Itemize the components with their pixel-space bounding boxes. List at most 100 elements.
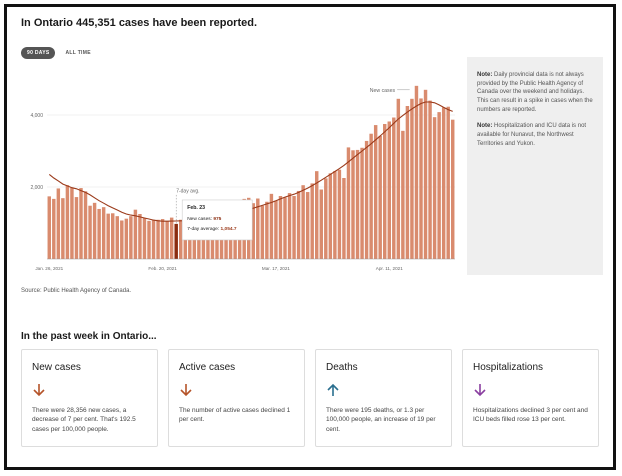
summary-cards: New cases There were 28,356 new cases, a… bbox=[21, 349, 599, 447]
bar bbox=[292, 196, 296, 259]
bar bbox=[83, 191, 88, 259]
tooltip-date: Feb. 23 bbox=[187, 205, 205, 211]
card-hospitalizations: Hospitalizations Hospitalizations declin… bbox=[462, 349, 599, 447]
bar bbox=[378, 135, 382, 259]
down-arrow-icon bbox=[180, 384, 192, 397]
bar bbox=[251, 203, 255, 259]
tab-90-days[interactable]: 90 DAYS bbox=[21, 47, 56, 59]
bar bbox=[133, 209, 138, 259]
week-summary-title: In the past week in Ontario... bbox=[21, 331, 157, 342]
bar bbox=[437, 112, 441, 259]
bar bbox=[333, 171, 337, 259]
bar bbox=[355, 149, 360, 259]
y-tick-label: 2,000 bbox=[30, 185, 43, 191]
new-cases-annotation: New cases bbox=[370, 88, 396, 94]
card-title: Deaths bbox=[326, 362, 358, 373]
bar bbox=[392, 117, 396, 259]
up-arrow-icon bbox=[327, 383, 339, 396]
bar bbox=[287, 193, 292, 259]
down-arrow-icon bbox=[33, 384, 45, 397]
bar bbox=[115, 216, 119, 259]
card-text: The number of active cases declined 1 pe… bbox=[179, 407, 291, 424]
bar bbox=[79, 188, 83, 259]
highlighted-bar bbox=[174, 223, 178, 259]
bar bbox=[364, 140, 369, 259]
bar bbox=[432, 117, 437, 259]
bar bbox=[296, 190, 301, 259]
bar bbox=[423, 89, 428, 259]
bar bbox=[369, 133, 373, 259]
bar bbox=[256, 198, 260, 259]
tab-all-time[interactable]: ALL TIME bbox=[65, 50, 91, 56]
bar bbox=[383, 124, 387, 259]
bar bbox=[301, 185, 305, 259]
bar bbox=[441, 107, 446, 259]
bar bbox=[405, 106, 410, 259]
bar bbox=[179, 219, 183, 259]
bar bbox=[74, 197, 79, 259]
bar bbox=[88, 205, 92, 259]
card-text: There were 195 deaths, or 1.3 per 100,00… bbox=[326, 407, 436, 433]
bar bbox=[124, 218, 129, 259]
bar bbox=[61, 198, 65, 259]
bar bbox=[201, 223, 206, 259]
bar bbox=[274, 200, 278, 259]
time-range-tabs: 90 DAYS ALL TIME bbox=[21, 47, 97, 59]
bar bbox=[120, 220, 124, 259]
bar bbox=[269, 193, 274, 259]
x-tick-label: Jan. 26, 2021 bbox=[35, 266, 63, 271]
bar bbox=[278, 196, 283, 259]
card-deaths: Deaths There were 195 deaths, or 1.3 per… bbox=[315, 349, 452, 447]
y-tick-label: 4,000 bbox=[30, 113, 43, 119]
note-2-label: Note: bbox=[477, 123, 493, 130]
avg-annotation: 7-day avg. bbox=[176, 188, 199, 194]
tooltip-new-cases: New cases: 975 bbox=[187, 216, 221, 222]
tooltip-average-label: 7-day average: bbox=[187, 226, 220, 232]
card-new-cases: New cases There were 28,356 new cases, a… bbox=[21, 349, 158, 447]
bar bbox=[160, 219, 165, 259]
bar bbox=[396, 98, 401, 259]
bar bbox=[401, 130, 405, 259]
bar bbox=[101, 207, 106, 259]
source-note: Source: Public Health Agency of Canada. bbox=[21, 288, 132, 294]
tooltip-average-value: 1,054.7 bbox=[221, 226, 237, 232]
bar bbox=[47, 196, 51, 259]
bar bbox=[70, 187, 74, 259]
bar bbox=[324, 178, 328, 259]
bar bbox=[346, 147, 351, 259]
bar bbox=[410, 98, 414, 259]
bar bbox=[147, 220, 151, 259]
note-1-label: Note: bbox=[477, 72, 493, 78]
card-text: There were 28,356 new cases, a decrease … bbox=[32, 407, 136, 433]
bar bbox=[56, 188, 61, 259]
bar bbox=[446, 106, 450, 259]
bar bbox=[351, 150, 355, 259]
tooltip-new-cases-label: New cases: bbox=[187, 216, 213, 222]
bar bbox=[414, 85, 419, 259]
bar bbox=[197, 223, 201, 259]
card-text: Hospitalizations declined 3 per cent and… bbox=[473, 407, 588, 424]
card-title: Active cases bbox=[179, 362, 236, 373]
bar bbox=[188, 224, 192, 259]
note-1-text: Daily provincial data is not always prov… bbox=[477, 72, 593, 113]
bar bbox=[305, 192, 310, 259]
card-title: Hospitalizations bbox=[473, 362, 544, 373]
bar bbox=[419, 98, 423, 259]
bar bbox=[315, 171, 319, 259]
bar bbox=[360, 147, 364, 259]
bar bbox=[111, 213, 115, 259]
bar bbox=[156, 219, 160, 259]
cases-chart-svg: 2,000 4,000 Jan. 26, 2021 Feb. 20, 2021 Mar.… bbox=[30, 85, 455, 271]
bar bbox=[310, 183, 314, 259]
bar bbox=[283, 197, 287, 259]
bar bbox=[142, 217, 147, 259]
card-active-cases: Active cases The number of active cases … bbox=[168, 349, 305, 447]
note-1: Note: Daily provincial data is not alway… bbox=[477, 71, 593, 114]
bar bbox=[169, 217, 174, 259]
note-2-text: Hospitalization and ICU data is not avai… bbox=[477, 123, 587, 147]
tooltip-average: 7-day average: 1,054.7 bbox=[187, 226, 237, 232]
note-2: Note: Hospitalization and ICU data is no… bbox=[477, 122, 593, 148]
bar bbox=[138, 214, 142, 259]
bar bbox=[387, 121, 391, 259]
bar bbox=[265, 201, 269, 259]
